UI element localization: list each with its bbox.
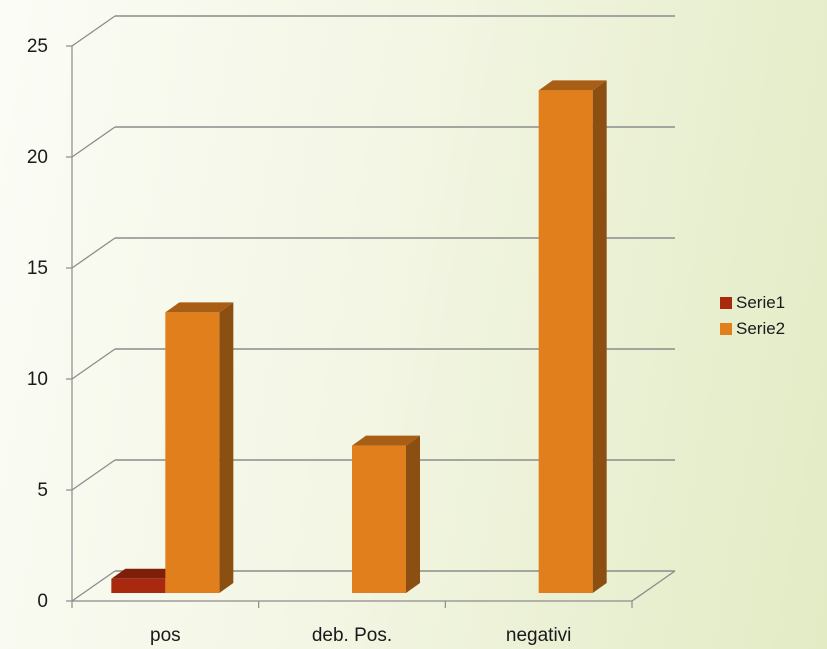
x-tick-label-1: deb. Pos. [312, 625, 392, 646]
bar-top-1-0 [165, 302, 234, 313]
bar-side-1-1 [406, 435, 420, 593]
gridline-depth-5 [71, 459, 116, 491]
y-tick-label-15: 15 [27, 258, 48, 279]
bar-1-2 [538, 90, 593, 594]
legend-item-serie2: Serie2 [720, 316, 785, 342]
bar-top-0-0 [111, 568, 180, 579]
legend-label-serie2: Serie2 [736, 319, 786, 338]
legend-label-serie1: Serie1 [736, 293, 786, 312]
y-tick-label-20: 20 [27, 147, 48, 168]
legend-swatch-serie2 [720, 323, 732, 335]
bar-side-1-0 [219, 302, 234, 593]
y-tick-label-10: 10 [27, 369, 48, 390]
gridline-depth-10 [71, 348, 116, 380]
x-tick-label-2: negativi [506, 625, 572, 646]
y-tick-label-5: 5 [37, 480, 48, 501]
legend-swatch-serie1 [720, 297, 732, 309]
bar-0-0 [111, 578, 166, 593]
x-tick-label-0: pos [150, 625, 181, 646]
bar-top-1-1 [352, 435, 420, 446]
bar-top-1-2 [538, 80, 607, 91]
axes [66, 45, 633, 608]
y-tick-label-0: 0 [37, 591, 48, 612]
y-tick-label-25: 25 [27, 36, 48, 57]
gridline-depth-25 [71, 15, 116, 47]
bar-side-1-2 [592, 80, 607, 593]
gridline-depth-15 [71, 237, 116, 269]
gridline-depth-20 [71, 126, 116, 158]
bar-1-1 [352, 445, 406, 593]
tick-labels: 0 5 10 15 20 25 pos deb. Pos. negativi [27, 36, 572, 646]
bar-1-0 [165, 312, 220, 593]
legend-item-serie1: Serie1 [720, 290, 785, 316]
legend: Serie1 Serie2 [720, 290, 785, 342]
gridline-depth-0 [71, 570, 116, 602]
bars [111, 80, 607, 594]
floor-edge [631, 570, 676, 602]
